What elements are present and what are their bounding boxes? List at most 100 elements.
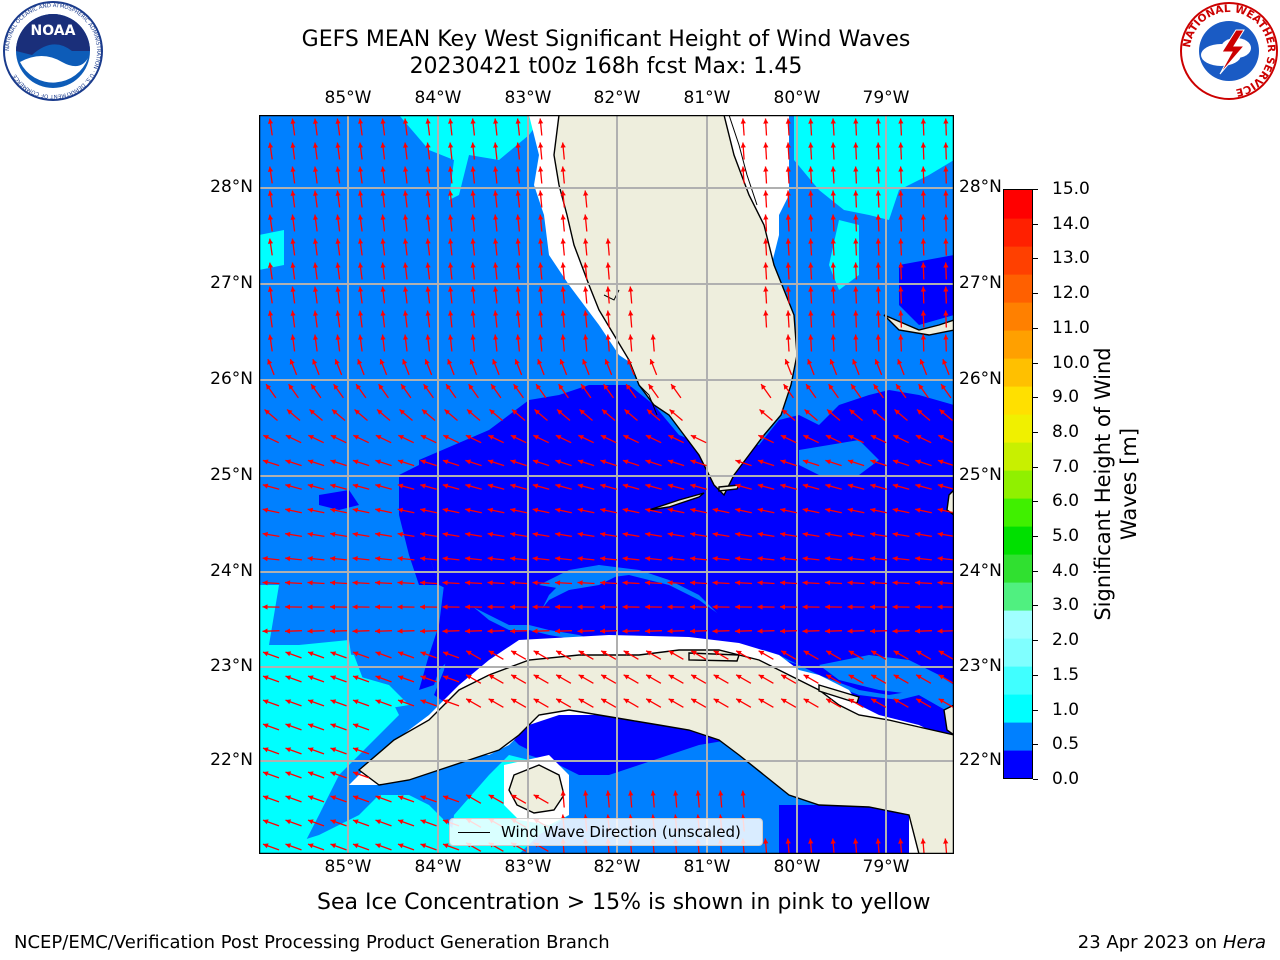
wave-direction-arrow xyxy=(493,286,499,304)
wave-direction-arrow xyxy=(284,628,303,634)
wave-direction-arrow xyxy=(313,262,319,280)
colorbar-band xyxy=(1004,610,1032,639)
wave-direction-arrow xyxy=(307,795,325,803)
colorbar-tick-mark xyxy=(1033,397,1038,399)
wave-direction-arrow xyxy=(307,747,325,755)
wave-direction-arrow xyxy=(690,507,707,514)
wave-direction-arrow xyxy=(285,434,302,444)
wave-direction-arrow xyxy=(510,556,527,562)
wave-direction-arrow xyxy=(487,459,505,467)
colorbar-band xyxy=(1004,470,1032,499)
wave-direction-arrow xyxy=(898,214,904,232)
wave-direction-arrow xyxy=(937,531,954,537)
wave-direction-arrow xyxy=(830,190,836,208)
wave-direction-arrow xyxy=(532,483,550,490)
wave-direction-arrow xyxy=(487,604,505,610)
wave-direction-arrow xyxy=(937,628,954,634)
wave-direction-arrow xyxy=(510,459,527,467)
wave-direction-arrow xyxy=(650,790,656,808)
wave-direction-arrow xyxy=(848,674,864,684)
wave-direction-arrow xyxy=(262,747,280,755)
wave-direction-arrow xyxy=(397,531,415,538)
wave-direction-arrow xyxy=(645,483,662,490)
wave-direction-arrow xyxy=(600,434,617,444)
wave-direction-arrow xyxy=(785,838,791,854)
wave-direction-arrow xyxy=(644,580,663,586)
wave-direction-arrow xyxy=(915,507,932,514)
wave-direction-arrow xyxy=(487,556,505,562)
wave-direction-arrow xyxy=(780,459,797,467)
colorbar-tick-mark xyxy=(1033,779,1038,780)
lon-label-bottom: 84°W xyxy=(414,857,462,877)
wave-direction-arrow xyxy=(605,262,611,280)
wave-direction-arrow xyxy=(267,262,274,280)
wave-direction-arrow xyxy=(313,190,319,208)
wave-direction-arrow xyxy=(352,483,370,490)
colorbar-band xyxy=(1004,274,1032,303)
wave-direction-arrow xyxy=(419,531,438,538)
wave-direction-arrow xyxy=(645,650,662,660)
colorbar-tick-label: 0.0 xyxy=(1052,769,1080,789)
wave-direction-arrow xyxy=(285,771,302,779)
lon-label-top: 85°W xyxy=(324,88,372,108)
lon-label-bottom: 83°W xyxy=(504,857,552,877)
wave-direction-arrow xyxy=(628,286,634,304)
wave-direction-arrow xyxy=(374,628,393,634)
wave-direction-arrow xyxy=(397,628,415,634)
wave-direction-arrow xyxy=(442,651,460,659)
wave-direction-arrow xyxy=(465,794,482,804)
wave-direction-arrow xyxy=(335,190,341,208)
wave-direction-arrow xyxy=(333,383,344,399)
wave-direction-arrow xyxy=(807,358,815,376)
wave-direction-arrow xyxy=(358,238,364,256)
wave-direction-arrow xyxy=(667,580,685,586)
map-legend: Wind Wave Direction (unscaled) xyxy=(449,818,763,846)
wave-direction-arrow xyxy=(419,628,438,634)
wave-height-map xyxy=(259,115,954,854)
wave-direction-arrow xyxy=(465,507,482,514)
wave-direction-arrow xyxy=(330,434,347,444)
wave-direction-arrow xyxy=(577,556,595,562)
wave-direction-arrow xyxy=(780,507,797,514)
wave-direction-arrow xyxy=(785,118,791,136)
wave-direction-arrow xyxy=(335,310,341,328)
wave-direction-arrow xyxy=(853,142,859,160)
wave-direction-arrow xyxy=(689,531,708,538)
wave-direction-arrow xyxy=(555,556,572,562)
wave-direction-arrow xyxy=(560,790,566,808)
wave-direction-arrow xyxy=(465,434,482,444)
wave-direction-arrow xyxy=(713,650,729,660)
wave-direction-arrow xyxy=(938,698,954,708)
wave-direction-arrow xyxy=(380,262,386,280)
wave-direction-arrow xyxy=(644,531,663,538)
colorbar-tick-label: 7.0 xyxy=(1052,456,1080,477)
wave-direction-arrow xyxy=(943,142,949,160)
lon-label-top: 83°W xyxy=(504,88,552,108)
wave-direction-arrow xyxy=(267,238,274,256)
wave-direction-arrow xyxy=(578,674,594,684)
wave-direction-arrow xyxy=(403,190,409,208)
wave-direction-arrow xyxy=(267,358,275,376)
wave-direction-arrow xyxy=(397,819,415,827)
wave-direction-arrow xyxy=(830,166,836,184)
wave-direction-arrow xyxy=(938,650,954,660)
wave-direction-arrow xyxy=(420,819,437,827)
wave-direction-arrow xyxy=(442,556,460,562)
wave-direction-arrow xyxy=(515,310,521,328)
wave-direction-arrow xyxy=(803,698,819,708)
plot-title: GEFS MEAN Key West Significant Height of… xyxy=(301,27,911,52)
wave-direction-arrow xyxy=(628,310,634,328)
wave-direction-arrow xyxy=(670,383,682,399)
wave-direction-arrow xyxy=(262,483,280,490)
wave-direction-arrow xyxy=(313,142,319,160)
wave-direction-arrow xyxy=(375,651,392,659)
wave-direction-arrow xyxy=(601,409,616,421)
lat-label-right: 28°N xyxy=(959,177,1002,197)
wave-direction-arrow xyxy=(352,723,370,731)
wave-direction-arrow xyxy=(262,628,280,634)
wave-direction-arrow xyxy=(403,142,409,160)
wave-direction-arrow xyxy=(403,238,409,256)
wave-direction-arrow xyxy=(378,383,389,399)
wave-direction-arrow xyxy=(758,698,774,708)
wave-direction-arrow xyxy=(713,674,729,684)
